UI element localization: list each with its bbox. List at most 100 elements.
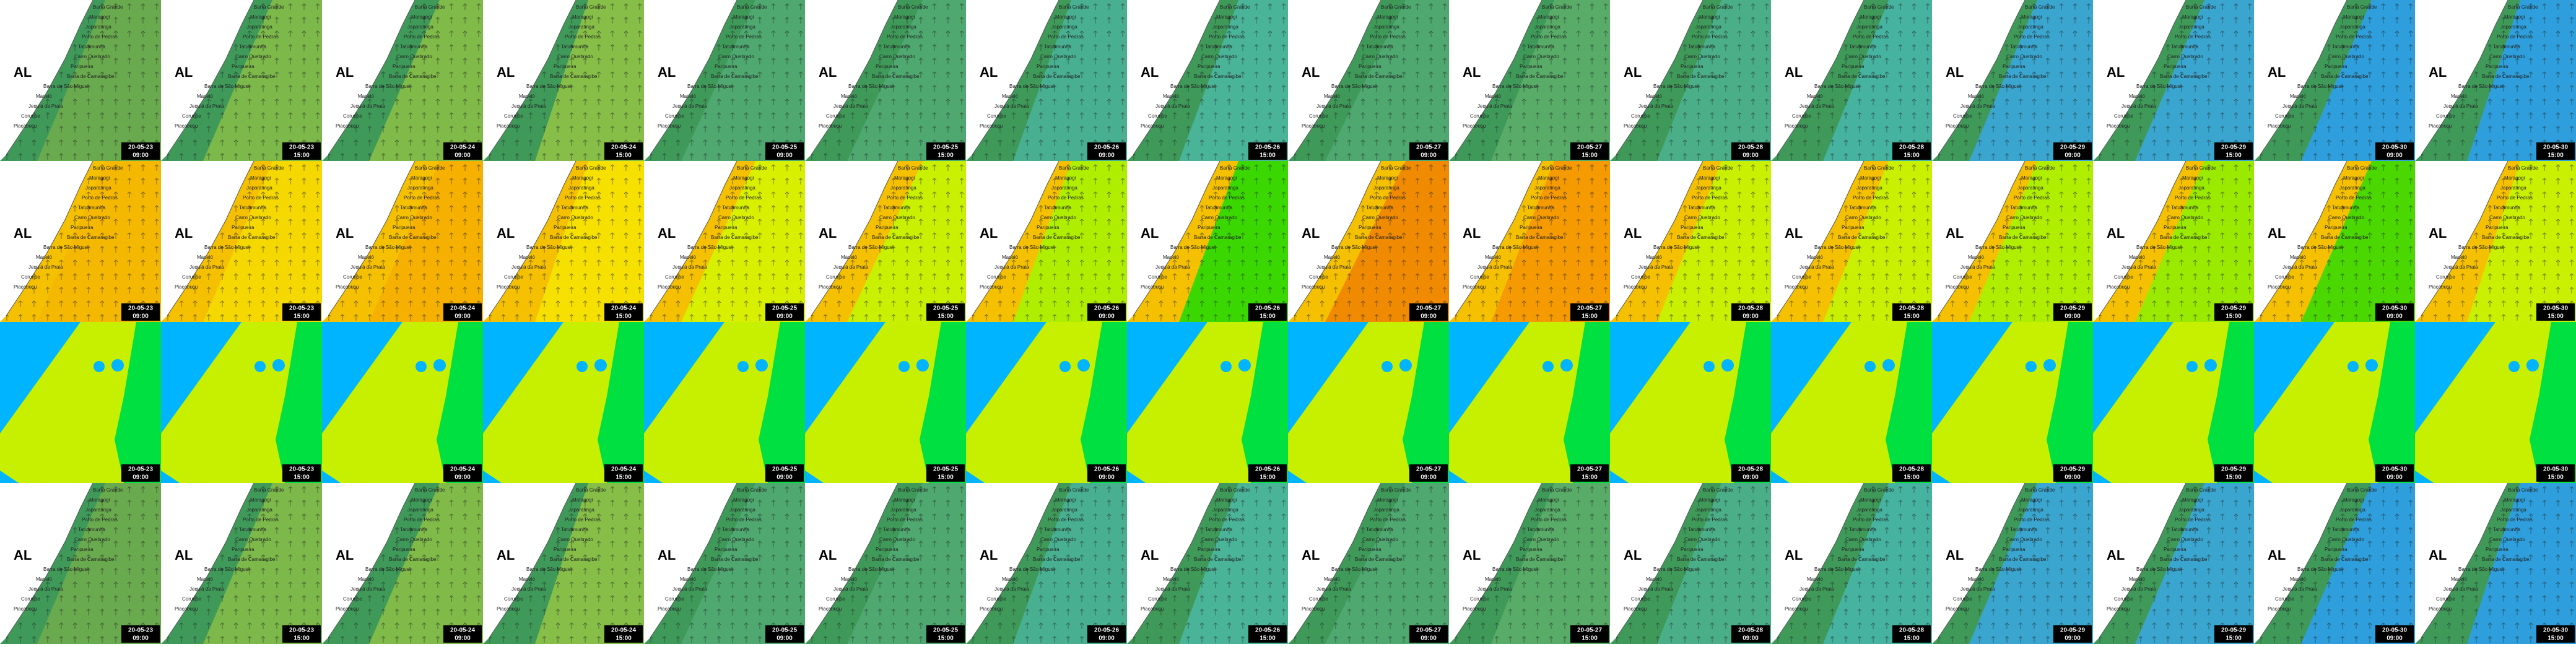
place-label: Barra Grande: [2025, 165, 2055, 171]
place-label: Jequiá da Praia: [672, 264, 707, 270]
date-box: [443, 303, 482, 321]
date-box: [1892, 625, 1931, 643]
place-label: Coruripe: [2275, 596, 2294, 602]
frame-date: 20-05-26: [1255, 305, 1280, 312]
place-label: Barra de São Miguel: [2458, 84, 2504, 89]
land: [1288, 161, 1381, 322]
place-label: Coruripe: [504, 113, 523, 119]
place-label: Porto de Pedras: [404, 517, 440, 523]
coastline: [167, 482, 255, 638]
map-tile: AL Barra Grande Maragogi Japaratinga Porto d…: [1127, 160, 1288, 322]
place-label: Barra de Camaragibe: [550, 74, 598, 79]
place-label: Maceió: [519, 254, 535, 260]
frame-time: 15:00: [2226, 152, 2242, 159]
place-label: Japaratinga: [729, 507, 755, 513]
date-box: [121, 303, 160, 321]
place-label: Coruripe: [182, 596, 201, 602]
frame-time: 09:00: [1743, 635, 1759, 642]
map-tile: AL Barra Grande Maragogi Japaratinga Porto d…: [966, 0, 1127, 161]
map-tile: AL Barra Grande Maragogi Japaratinga Porto d…: [322, 160, 483, 322]
place-label: Maceió: [680, 254, 696, 260]
state-label: AL: [336, 64, 354, 80]
place-label: Paripueira: [876, 225, 899, 230]
place-label: Porto de Pedras: [887, 34, 923, 40]
zone-right: [276, 322, 322, 483]
zone-right: [1886, 322, 1932, 483]
coastline: [2099, 482, 2187, 638]
place-label: Maragogi: [1699, 497, 1720, 503]
place-label: Carro Quebrado: [1523, 215, 1559, 220]
coastline: [972, 0, 1060, 155]
place-label: Carro Quebrado: [1040, 54, 1076, 59]
frame-time: 09:00: [1743, 474, 1759, 481]
frame-time: 15:00: [1904, 313, 1920, 320]
place-label: Barra Grande: [1703, 165, 1733, 171]
map-tile: AL Barra Grande Maragogi Japaratinga Porto d…: [1610, 160, 1771, 322]
frame-time: 15:00: [2226, 313, 2242, 320]
place-label: Barra Grande: [2347, 487, 2377, 493]
place-label: Piaçabuçu: [2429, 606, 2452, 612]
frame-date: 20-05-30: [2382, 305, 2407, 312]
frame-time: 15:00: [2548, 313, 2564, 320]
place-label: Barra de São Miguel: [43, 245, 89, 250]
state-label: AL: [1141, 547, 1159, 563]
zone-right: [2369, 322, 2415, 483]
place-label: Tatuamunha: [1044, 205, 1072, 211]
frame-date: 20-05-27: [1416, 144, 1441, 151]
place-label: Carro Quebrado: [74, 537, 110, 542]
place-label: Maragogi: [733, 14, 754, 20]
place-label: Carro Quebrado: [396, 215, 432, 220]
place-label: Carro Quebrado: [1684, 215, 1720, 220]
place-label: Barra Grande: [1864, 165, 1894, 171]
place-label: Tatuamunha: [1205, 527, 1233, 532]
place-label: Jequiá da Praia: [1155, 103, 1190, 109]
place-label: Japaratinga: [729, 24, 755, 30]
place-label: Tatuamunha: [1527, 44, 1555, 50]
place-label: Maragogi: [1216, 175, 1237, 181]
place-label: Maceió: [1807, 576, 1823, 582]
place-label: Barra de São Miguel: [204, 84, 250, 89]
frame-date: 20-05-29: [2221, 305, 2246, 312]
place-label: Maragogi: [2343, 14, 2364, 20]
place-label: Japaratinga: [2178, 507, 2204, 513]
place-label: Tatuamunha: [1688, 527, 1716, 532]
state-label: AL: [14, 225, 32, 241]
place-label: Japaratinga: [1534, 185, 1560, 191]
frame-time: 15:00: [294, 474, 310, 481]
place-label: Japaratinga: [1534, 24, 1560, 30]
place-label: Porto de Pedras: [2497, 34, 2533, 40]
coastline: [6, 0, 94, 155]
place-label: Barra de Camaragibe: [2321, 235, 2369, 240]
frame-time: 09:00: [1421, 474, 1437, 481]
place-label: Maceió: [1646, 93, 1662, 99]
place-label: Carro Quebrado: [1040, 537, 1076, 542]
frame-date: 20-05-25: [772, 466, 797, 473]
coastline: [1616, 160, 1704, 316]
zone-right: [2047, 322, 2093, 483]
place-label: Japaratinga: [246, 24, 272, 30]
coastline: [1938, 160, 2026, 316]
place-label: Jequiá da Praia: [1316, 264, 1351, 270]
place-label: Piaçabuçu: [1946, 123, 1969, 129]
place-label: Maragogi: [2504, 175, 2525, 181]
place-label: Carro Quebrado: [2006, 215, 2042, 220]
zone-spot: [2204, 359, 2217, 371]
zone-spot: [1221, 361, 1232, 372]
place-label: Tatuamunha: [561, 527, 589, 532]
place-label: Tatuamunha: [883, 44, 911, 50]
place-label: Coruripe: [665, 274, 684, 280]
frame-time: 15:00: [2548, 152, 2564, 159]
place-label: Jequiá da Praia: [189, 264, 224, 270]
place-label: Barra de Camaragibe: [1355, 235, 1403, 240]
map-tile: AL Barra Grande Maragogi Japaratinga Porto d…: [1288, 160, 1449, 322]
place-label: Barra de São Miguel: [1331, 245, 1377, 250]
coastline: [489, 482, 577, 638]
place-label: Tatuamunha: [1366, 527, 1394, 532]
place-label: Maragogi: [572, 175, 593, 181]
map-tile: AL Barra Grande Maragogi Japaratinga Porto d…: [0, 160, 161, 322]
place-label: Jequiá da Praia: [1155, 586, 1190, 592]
place-label: Barra Grande: [1220, 4, 1250, 10]
place-label: Carro Quebrado: [557, 215, 593, 220]
place-label: Maragogi: [572, 14, 593, 20]
place-label: Japaratinga: [1695, 24, 1721, 30]
